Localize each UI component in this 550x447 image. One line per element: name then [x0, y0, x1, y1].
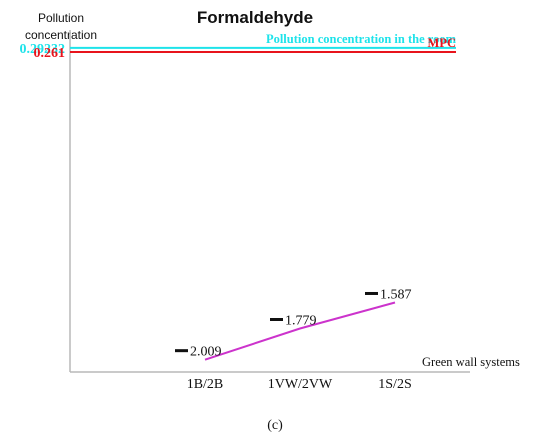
reference-line-label-0: Pollution concentration in the room: [266, 32, 457, 46]
series-marks: 2.009 1B/2B 1.779 1VW/2VW 1.587 1S/2S: [175, 287, 412, 392]
point-value-label-1: 1.779: [285, 314, 317, 329]
x-axis-title: Green wall systems: [422, 355, 520, 369]
reference-value-label-0: 0.29232: [20, 42, 66, 57]
reference-value-label-1: 0.261: [34, 46, 66, 61]
category-label-0: 1B/2B: [187, 377, 224, 392]
y-axis-title: Pollution concentration: [24, 11, 98, 42]
figure-caption: (c): [267, 418, 283, 433]
point-value-label-2: 1.587: [380, 287, 412, 302]
chart-title: Formaldehyde: [196, 8, 314, 27]
reference-lines: 0.29232 Pollution concentration in the ro…: [20, 32, 457, 61]
category-label-1: 1VW/2VW: [268, 377, 333, 392]
point-value-label-0: 2.009: [190, 345, 222, 360]
series-line: [204, 301, 396, 361]
category-label-2: 1S/2S: [378, 377, 411, 392]
reference-line-label-1: MPC: [428, 36, 456, 50]
